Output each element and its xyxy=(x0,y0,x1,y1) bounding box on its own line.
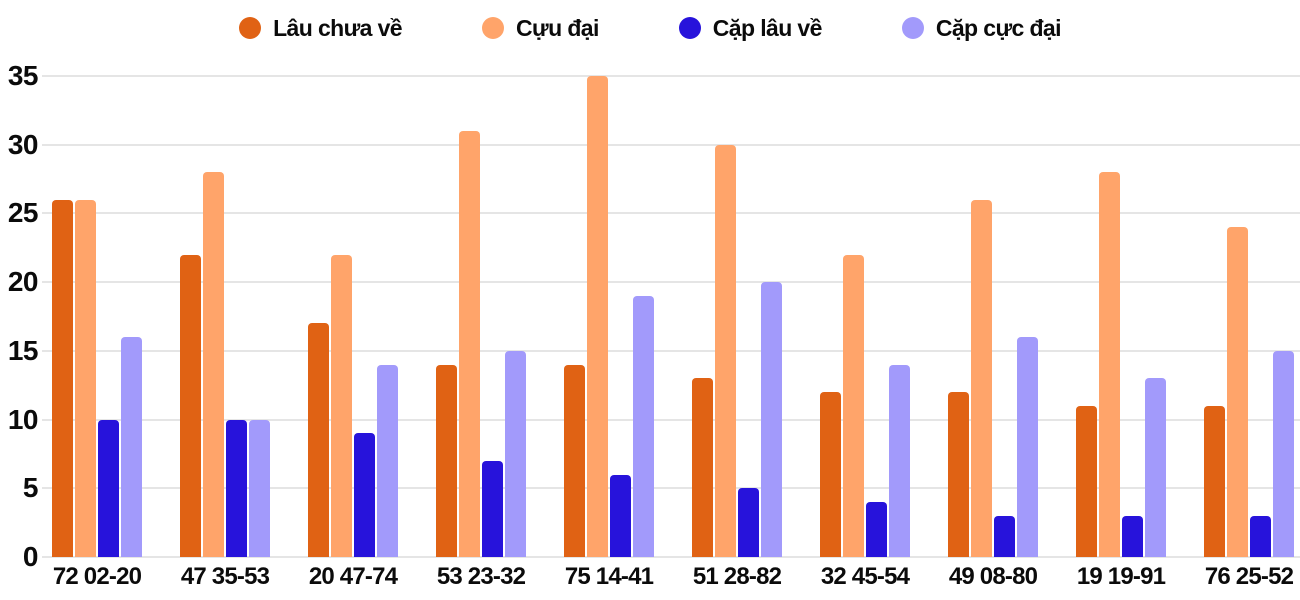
bar[interactable] xyxy=(505,351,526,557)
bar[interactable] xyxy=(843,255,864,557)
bar[interactable] xyxy=(610,475,631,557)
bar[interactable] xyxy=(1017,337,1038,557)
bar[interactable] xyxy=(249,420,270,557)
bar[interactable] xyxy=(121,337,142,557)
gridline xyxy=(42,487,1300,490)
bar[interactable] xyxy=(1204,406,1225,557)
x-tick-label: 47 35-53 xyxy=(180,563,270,590)
legend-label: Lâu chưa về xyxy=(273,14,403,41)
bar[interactable] xyxy=(889,365,910,557)
legend-swatch-icon xyxy=(678,17,701,39)
bar[interactable] xyxy=(715,145,736,557)
legend-swatch-icon xyxy=(901,17,924,39)
bar[interactable] xyxy=(436,365,457,557)
x-tick-label: 75 14-41 xyxy=(564,563,654,590)
x-tick-label: 72 02-20 xyxy=(52,563,142,590)
gridline xyxy=(42,212,1300,215)
bar[interactable] xyxy=(180,255,201,557)
gridline xyxy=(42,418,1300,421)
y-tick-label: 20 xyxy=(7,266,39,298)
legend: Lâu chưa về Cựu đại Cặp lâu về Cặp cực đại xyxy=(0,6,1300,50)
bar[interactable] xyxy=(1099,172,1120,557)
gridline xyxy=(42,143,1300,146)
bar[interactable] xyxy=(564,365,585,557)
y-tick-label: 30 xyxy=(7,128,39,160)
gridline xyxy=(42,349,1300,352)
bar[interactable] xyxy=(1076,406,1097,557)
y-tick-label: 15 xyxy=(7,334,39,366)
legend-item[interactable]: Lâu chưa về xyxy=(239,14,403,41)
bar[interactable] xyxy=(971,200,992,557)
x-tick-label: 32 45-54 xyxy=(820,563,910,590)
y-tick-label: 10 xyxy=(7,403,39,435)
bar[interactable] xyxy=(98,420,119,557)
gridline xyxy=(42,75,1300,77)
bar[interactable] xyxy=(761,282,782,557)
legend-swatch-icon xyxy=(482,17,505,39)
legend-label: Cặp cực đại xyxy=(935,14,1062,41)
bar[interactable] xyxy=(354,433,375,557)
bar[interactable] xyxy=(866,502,887,557)
bar[interactable] xyxy=(226,420,247,557)
bar[interactable] xyxy=(1145,378,1166,557)
gridline xyxy=(42,556,1300,558)
bar[interactable] xyxy=(587,76,608,557)
legend-item[interactable]: Cặp lâu về xyxy=(678,14,823,41)
bar[interactable] xyxy=(308,323,329,557)
x-tick-label: 19 19-91 xyxy=(1076,563,1166,590)
legend-label: Cựu đại xyxy=(516,14,599,41)
x-tick-label: 76 25-52 xyxy=(1204,563,1294,590)
y-tick-label: 0 xyxy=(22,541,39,572)
bar[interactable] xyxy=(692,378,713,557)
x-tick-label: 20 47-74 xyxy=(308,563,398,590)
bar[interactable] xyxy=(75,200,96,557)
bar[interactable] xyxy=(948,392,969,557)
legend-item[interactable]: Cựu đại xyxy=(482,14,599,41)
bar[interactable] xyxy=(1227,227,1248,557)
legend-swatch-icon xyxy=(239,17,262,39)
bar[interactable] xyxy=(459,131,480,557)
bar[interactable] xyxy=(1250,516,1271,557)
bar[interactable] xyxy=(331,255,352,557)
x-tick-label: 49 08-80 xyxy=(948,563,1038,590)
bar[interactable] xyxy=(633,296,654,557)
bar[interactable] xyxy=(1273,351,1294,557)
y-tick-label: 25 xyxy=(7,197,39,229)
bar[interactable] xyxy=(994,516,1015,557)
bar[interactable] xyxy=(52,200,73,557)
y-tick-label: 5 xyxy=(22,472,39,504)
x-tick-label: 53 23-32 xyxy=(436,563,526,590)
y-tick-label: 35 xyxy=(7,60,39,91)
legend-item[interactable]: Cặp cực đại xyxy=(901,14,1062,41)
bar[interactable] xyxy=(1122,516,1143,557)
x-tick-label: 51 28-82 xyxy=(692,563,782,590)
legend-label: Cặp lâu về xyxy=(712,14,823,41)
bar[interactable] xyxy=(482,461,503,557)
bar[interactable] xyxy=(203,172,224,557)
bar[interactable] xyxy=(820,392,841,557)
bar[interactable] xyxy=(738,488,759,557)
bar[interactable] xyxy=(377,365,398,557)
gridline xyxy=(42,281,1300,284)
